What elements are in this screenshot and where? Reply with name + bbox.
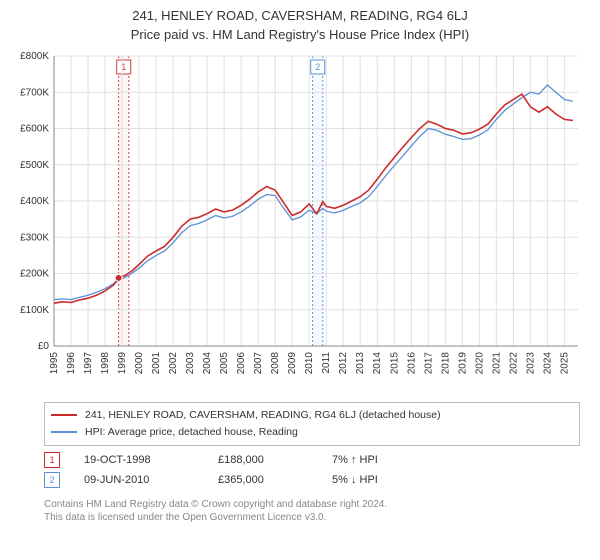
svg-text:1996: 1996: [66, 352, 77, 375]
svg-text:2009: 2009: [287, 352, 298, 375]
svg-text:2015: 2015: [389, 352, 400, 375]
svg-text:2021: 2021: [491, 352, 502, 375]
sale-marker: 2: [44, 472, 60, 488]
svg-text:£700K: £700K: [20, 87, 49, 98]
sale-price: £188,000: [218, 454, 308, 466]
svg-text:£200K: £200K: [20, 269, 49, 280]
svg-text:2013: 2013: [355, 352, 366, 375]
sale-row: 1 19-OCT-1998 £188,000 7% ↑ HPI: [44, 450, 580, 470]
footer-line-1: Contains HM Land Registry data © Crown c…: [44, 498, 580, 512]
svg-text:2017: 2017: [423, 352, 434, 375]
sale-hpi-diff: 5% ↓ HPI: [332, 474, 432, 486]
legend-swatch: [51, 414, 77, 416]
svg-text:£100K: £100K: [20, 305, 49, 316]
svg-text:1998: 1998: [100, 352, 111, 375]
legend-label: HPI: Average price, detached house, Read…: [85, 424, 298, 441]
price-chart: 12£0£100K£200K£300K£400K£500K£600K£700K£…: [10, 46, 590, 396]
svg-text:2014: 2014: [372, 352, 383, 375]
sale-price: £365,000: [218, 474, 308, 486]
sale-date: 19-OCT-1998: [84, 454, 194, 466]
svg-text:2024: 2024: [542, 352, 553, 375]
svg-text:2025: 2025: [559, 352, 570, 375]
chart-subtitle: Price paid vs. HM Land Registry's House …: [10, 27, 590, 42]
sales-list: 1 19-OCT-1998 £188,000 7% ↑ HPI 2 09-JUN-2010…: [44, 450, 580, 490]
svg-text:£500K: £500K: [20, 160, 49, 171]
legend-row: HPI: Average price, detached house, Read…: [51, 424, 573, 441]
legend-swatch: [51, 431, 77, 433]
sale-row: 2 09-JUN-2010 £365,000 5% ↓ HPI: [44, 470, 580, 490]
sale-date: 09-JUN-2010: [84, 474, 194, 486]
svg-text:1997: 1997: [83, 352, 94, 375]
svg-text:£800K: £800K: [20, 51, 49, 62]
svg-text:2000: 2000: [134, 352, 145, 375]
svg-text:2008: 2008: [270, 352, 281, 375]
chart-title: 241, HENLEY ROAD, CAVERSHAM, READING, RG…: [10, 8, 590, 23]
svg-text:1995: 1995: [49, 352, 60, 375]
svg-text:2020: 2020: [474, 352, 485, 375]
svg-text:2004: 2004: [202, 352, 213, 375]
svg-text:£400K: £400K: [20, 196, 49, 207]
attribution-footer: Contains HM Land Registry data © Crown c…: [44, 498, 580, 525]
legend: 241, HENLEY ROAD, CAVERSHAM, READING, RG…: [44, 402, 580, 446]
svg-text:2002: 2002: [168, 352, 179, 375]
chart-svg: 12£0£100K£200K£300K£400K£500K£600K£700K£…: [10, 46, 590, 396]
svg-text:2019: 2019: [457, 352, 468, 375]
legend-row: 241, HENLEY ROAD, CAVERSHAM, READING, RG…: [51, 407, 573, 424]
legend-label: 241, HENLEY ROAD, CAVERSHAM, READING, RG…: [85, 407, 441, 424]
svg-text:£0: £0: [38, 341, 50, 352]
svg-text:2005: 2005: [219, 352, 230, 375]
svg-text:2022: 2022: [508, 352, 519, 375]
svg-text:1999: 1999: [117, 352, 128, 375]
svg-text:2006: 2006: [236, 352, 247, 375]
svg-text:2003: 2003: [185, 352, 196, 375]
svg-text:£600K: £600K: [20, 124, 49, 135]
svg-text:2007: 2007: [253, 352, 264, 375]
svg-text:2001: 2001: [151, 352, 162, 375]
svg-text:£300K: £300K: [20, 232, 49, 243]
footer-line-2: This data is licensed under the Open Gov…: [44, 511, 580, 525]
svg-text:2: 2: [315, 62, 320, 72]
sale-hpi-diff: 7% ↑ HPI: [332, 454, 432, 466]
svg-text:2011: 2011: [321, 352, 332, 374]
svg-text:2018: 2018: [440, 352, 451, 375]
svg-text:2012: 2012: [338, 352, 349, 375]
svg-text:2010: 2010: [304, 352, 315, 375]
sale-marker: 1: [44, 452, 60, 468]
svg-text:2023: 2023: [525, 352, 536, 375]
svg-text:2016: 2016: [406, 352, 417, 375]
